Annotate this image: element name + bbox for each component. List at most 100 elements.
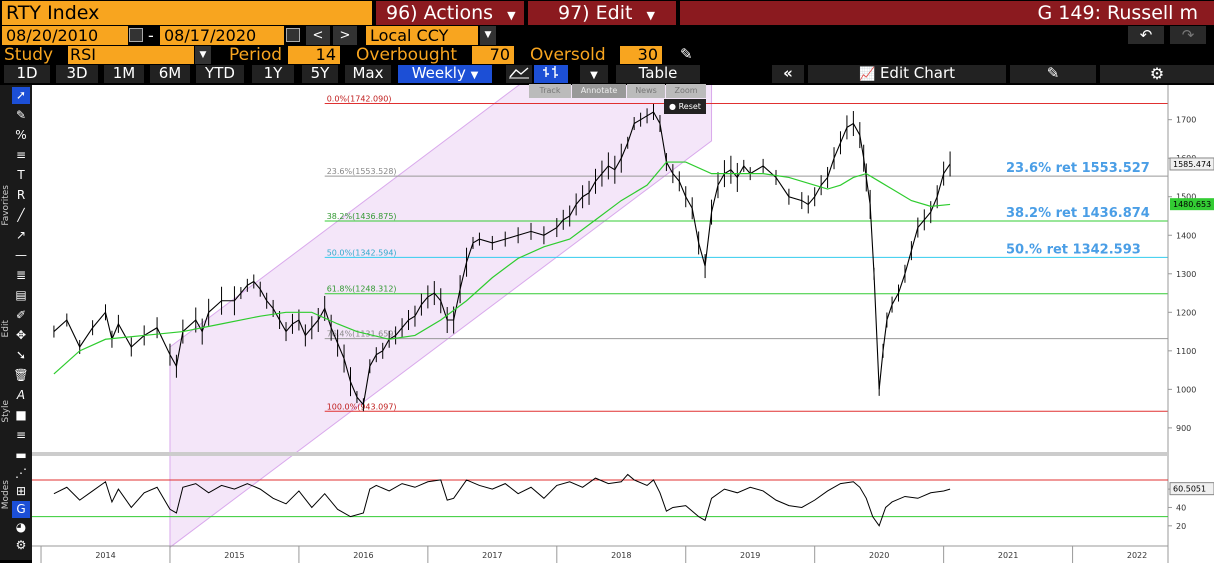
range-button-1m[interactable]: 1M — [104, 65, 144, 83]
left-toolbar: Favorites Edit Style Modes ➚ ✎ % ≡ T R ╱… — [0, 85, 32, 560]
rsi-tick-label: 20 — [1176, 522, 1186, 531]
range-button-3d[interactable]: 3D — [56, 65, 98, 83]
fib-label-5: 76.4%(1131.659) — [327, 330, 397, 339]
actions-label: 96) Actions — [386, 2, 494, 24]
select-icon[interactable]: ➘ — [15, 348, 27, 362]
study-label: Study — [4, 45, 54, 65]
x-tick-label: 2020 — [869, 551, 889, 560]
retracement-annotation-1: 38.2% ret 1436.874 — [1006, 206, 1150, 221]
mode-lines-icon[interactable]: ⋰ — [15, 466, 27, 480]
oversold-input[interactable]: 30 — [620, 46, 662, 64]
x-tick-label: 2019 — [740, 551, 760, 560]
bands-icon[interactable]: ▤ — [15, 288, 27, 302]
range-button-5y[interactable]: 5Y — [302, 65, 338, 83]
y-tick-label: 1700 — [1176, 116, 1196, 125]
security-field[interactable]: RTY Index — [2, 1, 372, 25]
horizontal-line-icon[interactable]: — — [15, 248, 27, 262]
ma-last-label: 1480.653 — [1173, 200, 1211, 209]
overbought-label: Overbought — [356, 45, 458, 65]
collapse-icon[interactable]: « — [772, 65, 804, 83]
settings-icon[interactable]: ⚙ — [15, 538, 27, 552]
prev-period-button[interactable]: < — [306, 26, 330, 45]
pointer-icon[interactable]: ➚ — [12, 87, 30, 104]
edit-section-label: Edit — [1, 320, 11, 338]
study-select[interactable]: RSI — [68, 46, 194, 64]
retracement-annotation-0: 23.6% ret 1553.527 — [1006, 161, 1150, 176]
y-tick-label: 900 — [1176, 424, 1191, 433]
chevron-down-icon: ▼ — [590, 70, 598, 81]
y-tick-label: 1100 — [1176, 347, 1196, 356]
fib-icon[interactable]: ≡ — [15, 148, 27, 162]
edit-chart-button[interactable]: 📈 Edit Chart — [808, 65, 1006, 83]
y-tick-label: 1200 — [1176, 308, 1196, 317]
period-label: Period — [229, 45, 283, 65]
fib-label-4: 61.8%(1248.312) — [327, 285, 397, 294]
chart-area[interactable]: 0.0%(1742.090) 23.6%(1553.528) 38.2%(1436.… — [32, 85, 1214, 563]
pen-icon[interactable]: ✎ — [15, 108, 27, 122]
range-button-ytd[interactable]: YTD — [196, 65, 244, 83]
actions-menu-button[interactable]: 96) Actions ▼ — [376, 1, 524, 25]
trash-icon[interactable]: 🗑 — [13, 368, 29, 382]
range-button-1d[interactable]: 1D — [4, 65, 50, 83]
mode-color-icon[interactable]: ◕ — [15, 520, 27, 534]
reset-button[interactable]: ● Reset — [664, 99, 706, 114]
fib-label-0: 0.0%(1742.090) — [327, 94, 392, 103]
move-icon[interactable]: ✥ — [15, 328, 27, 342]
reset-label: Reset — [678, 102, 701, 111]
period-input[interactable]: 14 — [288, 46, 340, 64]
rsi-panel: 20406060.5051 — [32, 473, 1214, 531]
range-button-6m[interactable]: 6M — [150, 65, 190, 83]
fill-icon[interactable]: ■ — [15, 408, 27, 422]
news-button[interactable]: News — [627, 84, 665, 98]
edit-menu-button[interactable]: 97) Edit ▼ — [528, 1, 676, 25]
overbought-input[interactable]: 70 — [472, 46, 514, 64]
chart-type-dropdown[interactable]: ▼ — [580, 65, 608, 83]
price-line — [53, 111, 951, 407]
y-tick-label: 1300 — [1176, 270, 1196, 279]
color-icon[interactable]: ▬ — [15, 448, 27, 462]
table-button[interactable]: Table — [616, 65, 700, 83]
ruler-icon[interactable]: R — [16, 188, 26, 202]
next-period-button[interactable]: > — [333, 26, 357, 45]
annotate-toolbar: Track Annotate News Zoom ● Reset — [529, 84, 707, 114]
channel-icon[interactable]: ≣ — [15, 268, 27, 282]
percent-icon[interactable]: % — [15, 128, 27, 142]
gear-icon[interactable]: ⚙ — [1100, 65, 1214, 83]
rsi-last-label: 60.5051 — [1173, 485, 1206, 494]
zoom-button[interactable]: Zoom — [666, 84, 706, 98]
price-last-label: 1585.474 — [1173, 160, 1211, 169]
line-style-button[interactable] — [506, 65, 532, 83]
ray-icon[interactable]: ↗ — [15, 228, 27, 242]
undo-icon[interactable]: ↶ — [1128, 26, 1164, 44]
range-button-max[interactable]: Max — [345, 65, 391, 83]
calendar-icon[interactable] — [129, 28, 143, 42]
redo-icon[interactable]: ↷ — [1170, 26, 1206, 44]
chevron-down-icon[interactable]: ▼ — [195, 46, 211, 64]
text-icon[interactable]: T — [17, 168, 25, 182]
fib-label-2: 38.2%(1436.875) — [327, 212, 397, 221]
line-weight-icon[interactable]: ≡ — [15, 428, 27, 442]
bar-chart-icon — [543, 66, 558, 78]
x-tick-label: 2015 — [224, 551, 244, 560]
annotate-button[interactable]: Annotate — [572, 84, 626, 98]
calendar-icon[interactable] — [286, 28, 300, 42]
chevron-down-icon: ▼ — [470, 70, 479, 81]
end-date-field[interactable]: 08/17/2020 — [160, 26, 284, 45]
chevron-down-icon[interactable]: ▼ — [480, 26, 496, 45]
panel-divider — [32, 452, 1168, 456]
start-date-field[interactable]: 08/20/2010 — [2, 26, 128, 45]
mode-g-icon[interactable]: G — [12, 501, 30, 518]
trendline-icon[interactable]: ╱ — [17, 208, 25, 222]
brush-icon[interactable]: ✐ — [15, 308, 27, 322]
annotate-edit-icon[interactable]: ✎ — [1010, 65, 1096, 83]
font-icon[interactable]: A — [16, 388, 26, 402]
currency-select[interactable]: Local CCY — [366, 26, 478, 45]
bar-style-button[interactable] — [534, 65, 568, 83]
pencil-icon[interactable]: ✎ — [680, 45, 693, 63]
fib-label-6: 100.0%(943.097) — [327, 402, 397, 411]
frequency-select[interactable]: Weekly ▼ — [398, 65, 492, 83]
mode-grid-icon[interactable]: ⊞ — [15, 484, 27, 498]
range-button-1y[interactable]: 1Y — [252, 65, 294, 83]
header-bar: RTY Index 96) Actions ▼ 97) Edit ▼ G 149… — [0, 0, 1214, 26]
track-button[interactable]: Track — [529, 84, 571, 98]
